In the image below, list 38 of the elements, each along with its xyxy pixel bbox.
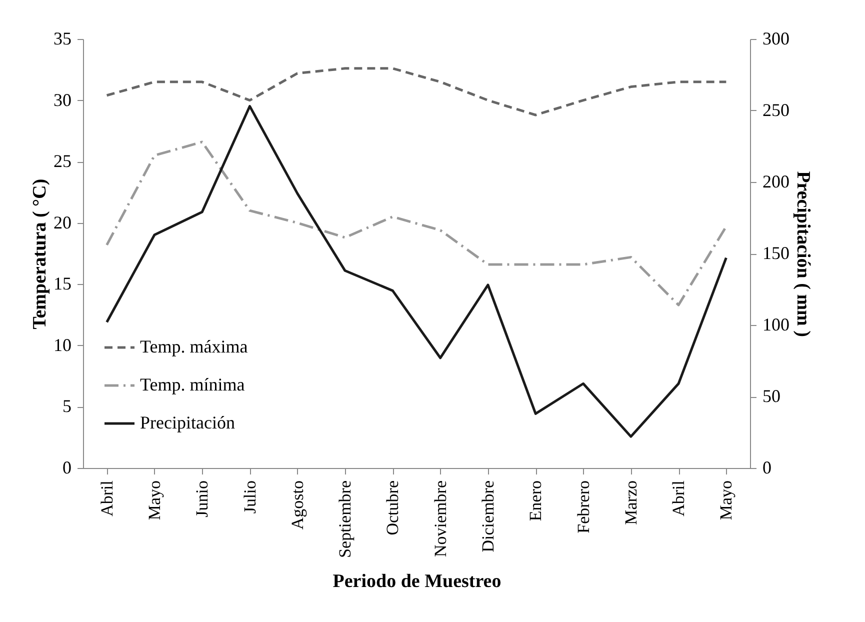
x-tick-label: Abril [669, 480, 688, 516]
y-tick-label: 25 [54, 151, 72, 172]
x-tick-label: Enero [526, 480, 546, 522]
y-tick-label: 15 [54, 274, 72, 294]
y2-axis-title: Precipitación ( mm ) [792, 171, 814, 337]
line-series [106, 104, 728, 438]
y-tick-label: 0 [62, 458, 72, 478]
x-tick-label: Septiembre [336, 480, 355, 558]
y-tick-label: 5 [62, 396, 72, 416]
y2-tick-label: 300 [762, 28, 790, 48]
y2-tick-label: 200 [762, 172, 790, 192]
y-tick-label: 20 [54, 212, 72, 232]
y2-tick-label: 250 [762, 100, 790, 120]
y2-tick-label: 100 [762, 314, 790, 334]
legend-label: Precipitación [140, 412, 235, 432]
line-series [106, 140, 728, 306]
y2-tick-label: 150 [762, 243, 790, 263]
y-tick-label: 10 [54, 334, 72, 355]
y2-tick-label: 0 [762, 458, 772, 478]
x-tick-label: Marzo [621, 480, 640, 525]
x-tick-label: Octubre [383, 480, 402, 536]
line-series [106, 67, 728, 116]
x-tick-label: Febrero [574, 480, 593, 534]
x-tick-label: Diciembre [478, 480, 498, 552]
y-axis-title: Temperatura ( °C) [30, 178, 50, 330]
x-tick-label: Junio [192, 480, 212, 518]
x-tick-label: Mayo [144, 480, 164, 520]
x-tick-label: Abril [97, 480, 116, 516]
x-tick-label: Julio [240, 480, 260, 514]
x-tick-label: Noviembre [430, 480, 450, 557]
x-tick-label: Agosto [288, 480, 307, 530]
y2-tick-label: 50 [762, 386, 780, 406]
legend-label: Temp. mínima [140, 374, 245, 394]
legend-label: Temp. máxima [140, 336, 248, 356]
x-tick-label: Mayo [716, 480, 736, 520]
y-tick-label: 30 [54, 90, 72, 110]
x-axis-title: Periodo de Muestreo [332, 570, 502, 592]
y-tick-label: 35 [54, 28, 72, 48]
